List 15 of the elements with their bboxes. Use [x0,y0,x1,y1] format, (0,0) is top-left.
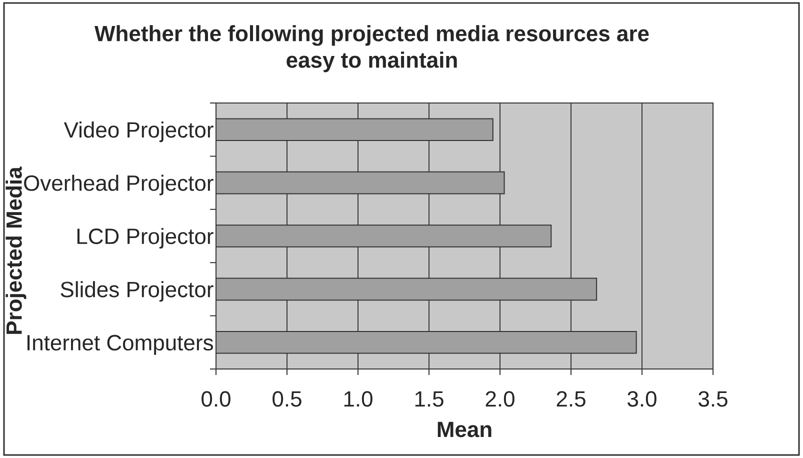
chart-title: Whether the following projected media resources are easy to maintain [94,25,649,72]
y-tick-label: Video Projector [64,122,214,142]
x-tick-label: 0.0 [202,391,230,407]
x-axis-title: Mean [438,422,492,438]
x-tick-label: 0.5 [272,391,302,407]
x-tick-label: 1.0 [344,391,372,407]
x-tick-label: 2.5 [556,391,586,407]
y-tick-label: Internet Computers [28,334,213,355]
y-tick-label: Overhead Projector [24,174,214,196]
x-tick-label: 2.0 [486,391,514,407]
y-tick-label: Slides Projector [60,281,214,302]
y-tick-label: LCD Projector [77,228,214,248]
x-tick-label: 3.5 [698,391,728,407]
x-tick-label: 1.5 [415,391,444,407]
x-tick-label: 3.0 [628,391,656,407]
